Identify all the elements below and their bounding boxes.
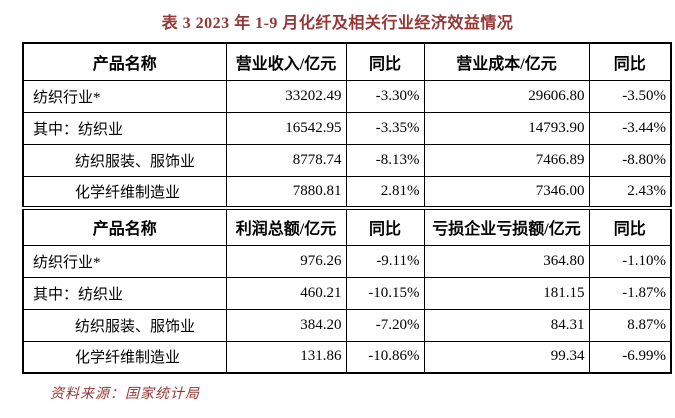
table-row: 纺织行业* 33202.49 -3.30% 29606.80 -3.50% [22,79,672,113]
value-cell: 7880.81 [225,175,347,209]
table-row: 纺织服装、服饰业 8778.74 -8.13% 7466.89 -8.80% [22,143,672,177]
header-yoy: 同比 [588,42,672,81]
product-name-cell: 化学纤维制造业 [22,175,227,209]
header-revenue: 营业收入/亿元 [225,42,347,81]
pct-cell: -3.35% [345,111,425,145]
header-row-profit: 产品名称 利润总额/亿元 同比 亏损企业亏损额/亿元 同比 [22,206,672,246]
header-yoy: 同比 [345,206,425,246]
product-name-cell: 化学纤维制造业 [22,340,227,374]
table-row: 纺织行业* 976.26 -9.11% 364.80 -1.10% [22,244,672,278]
value-cell: 99.34 [423,340,590,374]
pct-cell: -7.20% [345,308,425,342]
product-name-cell: 纺织服装、服饰业 [22,308,227,342]
pct-cell: -9.11% [345,244,425,278]
source-note: 资料来源：国家统计局 [50,387,200,402]
pct-cell: 2.43% [588,175,672,209]
value-cell: 364.80 [423,244,590,278]
value-cell: 131.86 [225,340,347,374]
value-cell: 8778.74 [225,143,347,177]
pct-cell: -3.44% [588,111,672,145]
table-row: 化学纤维制造业 7880.81 2.81% 7346.00 2.43% [22,175,672,209]
table-row: 化学纤维制造业 131.86 -10.86% 99.34 -6.99% [22,340,672,374]
pct-cell: -8.80% [588,143,672,177]
economic-benefits-table: 产品名称 营业收入/亿元 同比 营业成本/亿元 同比 纺织行业* 33202.4… [22,42,672,374]
header-yoy: 同比 [588,206,672,246]
header-row-revenue: 产品名称 营业收入/亿元 同比 营业成本/亿元 同比 [22,42,672,81]
value-cell: 976.26 [225,244,347,278]
value-cell: 7346.00 [423,175,590,209]
value-cell: 84.31 [423,308,590,342]
value-cell: 460.21 [225,276,347,310]
table-row: 其中：纺织业 16542.95 -3.35% 14793.90 -3.44% [22,111,672,145]
header-product-name: 产品名称 [22,42,227,81]
pct-cell: -1.87% [588,276,672,310]
pct-cell: -6.99% [588,340,672,374]
product-name-cell: 纺织行业* [22,244,227,278]
product-name-cell: 纺织服装、服饰业 [22,143,227,177]
value-cell: 16542.95 [225,111,347,145]
product-name-cell: 其中：纺织业 [22,111,227,145]
pct-cell: -3.50% [588,79,672,113]
pct-cell: -1.10% [588,244,672,278]
pct-cell: 8.87% [588,308,672,342]
value-cell: 14793.90 [423,111,590,145]
header-product-name: 产品名称 [22,206,227,246]
header-cost: 营业成本/亿元 [423,42,590,81]
pct-cell: 2.81% [345,175,425,209]
header-yoy: 同比 [345,42,425,81]
value-cell: 384.20 [225,308,347,342]
header-profit: 利润总额/亿元 [225,206,347,246]
product-name-cell: 其中：纺织业 [22,276,227,310]
pct-cell: -3.30% [345,79,425,113]
header-loss: 亏损企业亏损额/亿元 [423,206,590,246]
table-row: 其中：纺织业 460.21 -10.15% 181.15 -1.87% [22,276,672,310]
pct-cell: -10.15% [345,276,425,310]
value-cell: 29606.80 [423,79,590,113]
pct-cell: -8.13% [345,143,425,177]
value-cell: 7466.89 [423,143,590,177]
table-row: 纺织服装、服饰业 384.20 -7.20% 84.31 8.87% [22,308,672,342]
value-cell: 33202.49 [225,79,347,113]
pct-cell: -10.86% [345,340,425,374]
table-title: 表 3 2023 年 1-9 月化纤及相关行业经济效益情况 [161,15,514,32]
product-name-cell: 纺织行业* [22,79,227,113]
value-cell: 181.15 [423,276,590,310]
